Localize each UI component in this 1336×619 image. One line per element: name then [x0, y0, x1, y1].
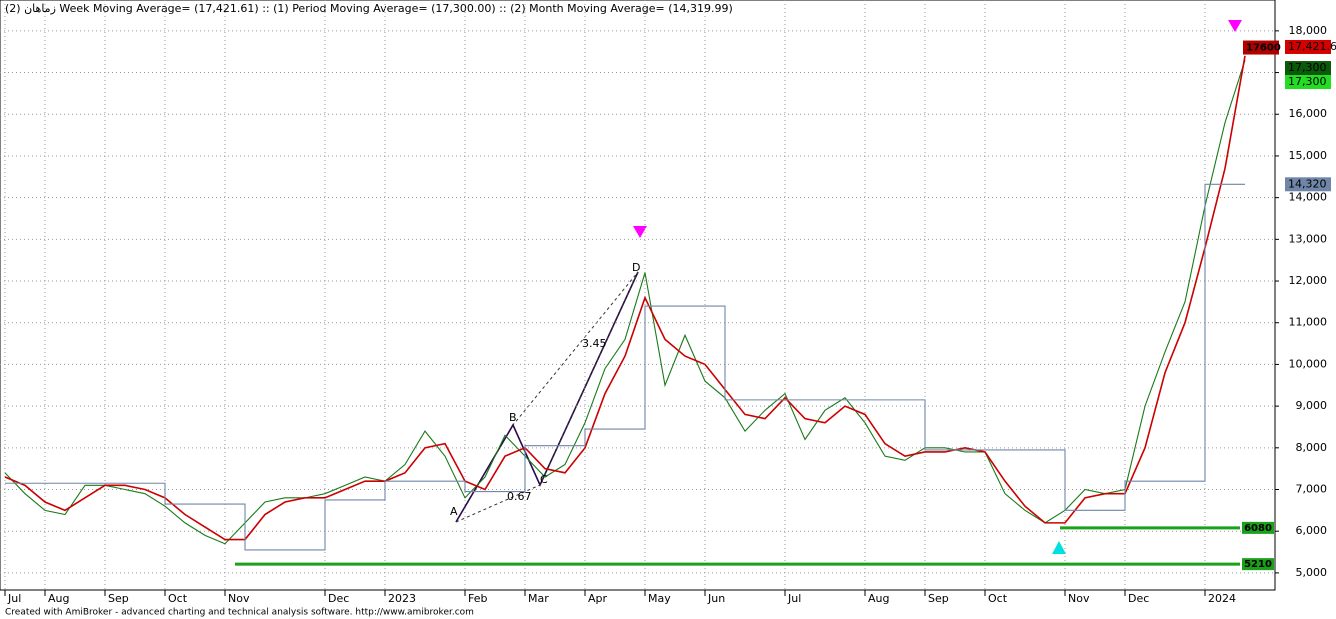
- x-tick-label: Oct: [168, 592, 188, 605]
- pattern-label: 0.67: [507, 490, 532, 503]
- level-tag-box: [1242, 521, 1274, 534]
- x-tick-label: Feb: [468, 592, 487, 605]
- price-tag: 17,300: [1288, 75, 1327, 88]
- pattern-label: D: [632, 261, 640, 274]
- level-tag-box: [1242, 558, 1274, 571]
- pattern-label: C: [540, 473, 548, 486]
- y-tick-label: 18,000: [1289, 24, 1328, 37]
- y-tick-label: 6,000: [1296, 524, 1328, 537]
- x-tick-label: Dec: [1128, 592, 1149, 605]
- pattern-label: 3.45: [582, 337, 607, 350]
- price-tag-box: [1285, 61, 1331, 76]
- price-tag: 14,320: [1288, 177, 1327, 190]
- x-tick-label: Aug: [868, 592, 889, 605]
- sell-signal: [633, 226, 647, 238]
- y-tick-label: 11,000: [1289, 316, 1328, 329]
- y-tick-label: 16,000: [1289, 107, 1328, 120]
- x-tick-label: May: [648, 592, 671, 605]
- x-tick-label: Sep: [108, 592, 129, 605]
- chart-title: زماهان (2) Week Moving Average= (17,421.…: [5, 2, 733, 15]
- pattern-label: A: [450, 505, 458, 518]
- y-tick-label: 5,000: [1296, 566, 1328, 579]
- level-tag: 5210: [1244, 559, 1272, 570]
- plot-frame: [0, 0, 1276, 591]
- x-tick-label: 2023: [388, 592, 416, 605]
- x-tick-label: Dec: [328, 592, 349, 605]
- sell-signal: [1228, 20, 1242, 32]
- x-tick-label: Aug: [48, 592, 69, 605]
- level-tag: 6080: [1244, 523, 1272, 534]
- price-tag-box: [1285, 75, 1331, 90]
- series-line: [4, 55, 1246, 541]
- pattern-label: B: [509, 411, 517, 424]
- x-tick-label: Nov: [1068, 592, 1090, 605]
- harmonic-pattern: [455, 271, 639, 523]
- x-tick-label: Nov: [228, 592, 250, 605]
- y-tick-label: 13,000: [1289, 232, 1328, 245]
- y-tick-label: 12,000: [1289, 274, 1328, 287]
- y-tick-label: 15,000: [1289, 149, 1328, 162]
- y-tick-label: 7,000: [1296, 483, 1328, 496]
- x-tick-label: Apr: [588, 592, 608, 605]
- y-tick-label: 9,000: [1296, 399, 1328, 412]
- price-tag: 17,300: [1288, 61, 1327, 74]
- symbol: زماهان: [24, 2, 56, 15]
- x-tick-label: Jul: [7, 592, 21, 605]
- buy-signal: [1052, 541, 1066, 554]
- x-tick-label: 2024: [1208, 592, 1236, 605]
- x-tick-label: Oct: [988, 592, 1008, 605]
- x-tick-label: Mar: [528, 592, 549, 605]
- title: (2) Week Moving Average= (17,421.61) :: …: [5, 2, 733, 15]
- price-tag: 17,421.6: [1288, 40, 1336, 53]
- price-tag: 17600: [1246, 43, 1281, 54]
- series-line: [4, 59, 1246, 545]
- series-line: [5, 183, 1245, 551]
- y-tick-label: 8,000: [1296, 441, 1328, 454]
- price-tag-box: [1285, 39, 1331, 54]
- y-tick-label: 14,000: [1289, 191, 1328, 204]
- footer: Created with AmiBroker - advanced charti…: [5, 608, 474, 618]
- price-tag-box: [1285, 177, 1331, 192]
- y-tick-label: 10,000: [1289, 357, 1328, 370]
- x-tick-label: Jul: [787, 592, 801, 605]
- x-tick-label: Jun: [707, 592, 725, 605]
- x-tick-label: Sep: [928, 592, 949, 605]
- price-tag-box: [1243, 40, 1279, 55]
